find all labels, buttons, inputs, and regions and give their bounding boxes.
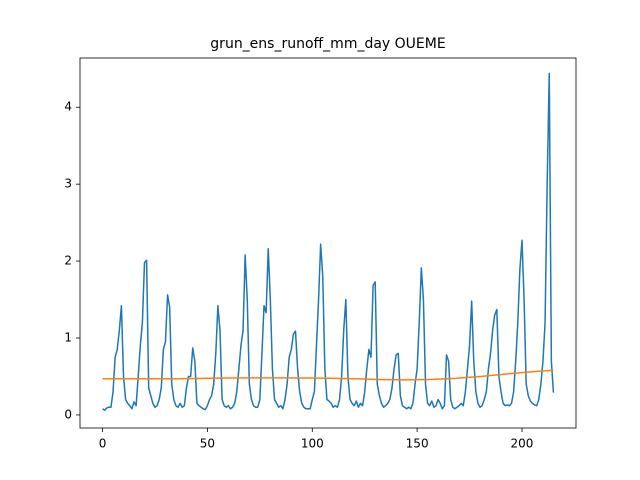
y-tick-label: 4: [64, 100, 72, 114]
y-tick-label: 0: [64, 407, 72, 421]
x-tick-label: 50: [200, 437, 215, 451]
data-line: [102, 369, 554, 381]
y-tick-label: 1: [64, 331, 72, 345]
y-tick-label: 2: [64, 254, 72, 268]
data-line: [102, 72, 555, 412]
x-tick-label: 200: [511, 437, 534, 451]
x-tick-label: 100: [301, 437, 324, 451]
plot-frame: [79, 57, 577, 429]
x-tick-label: 0: [99, 437, 107, 451]
chart-title: grun_ens_runoff_mm_day OUEME: [210, 36, 445, 52]
y-tick-label: 3: [64, 177, 72, 191]
x-tick-label: 150: [406, 437, 429, 451]
